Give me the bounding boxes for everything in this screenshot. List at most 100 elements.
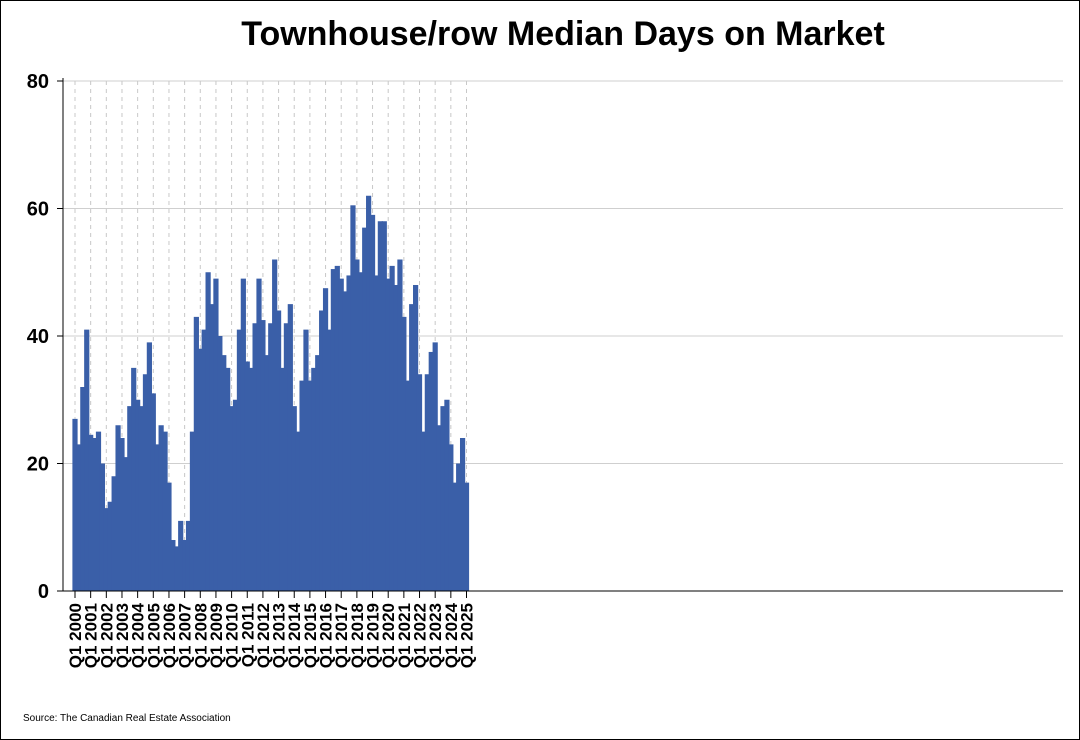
bar — [444, 399, 450, 591]
bar — [272, 259, 278, 591]
x-tick-label: Q1 2004 — [129, 602, 148, 668]
x-tick-label: Q1 2018 — [348, 603, 367, 668]
bar — [401, 316, 407, 591]
bar — [268, 323, 274, 591]
y-axis-ticks: 0 20 40 60 80 — [27, 71, 63, 603]
x-tick-label: Q1 2019 — [364, 603, 383, 668]
x-tick-label: Q1 2007 — [176, 603, 195, 668]
bar — [456, 463, 462, 591]
bar — [154, 444, 160, 591]
bar — [158, 425, 164, 591]
bar — [88, 434, 94, 591]
bar — [107, 501, 113, 591]
bar — [209, 304, 215, 591]
bar — [307, 380, 313, 591]
x-tick-label: Q1 2013 — [270, 603, 289, 668]
bar — [409, 304, 415, 591]
bar — [416, 374, 423, 591]
bar — [91, 438, 98, 591]
x-tick-label: Q1 2002 — [97, 603, 116, 668]
x-tick-label: Q1 2000 — [66, 603, 85, 668]
bar — [315, 355, 321, 591]
bar — [385, 278, 391, 591]
x-tick-label: Q1 2017 — [332, 603, 351, 668]
x-tick-label: Q1 2012 — [254, 603, 273, 668]
bar — [135, 399, 141, 591]
bar — [213, 278, 219, 591]
x-tick-label: Q1 2016 — [317, 603, 336, 668]
bar — [373, 275, 380, 591]
bar — [185, 520, 192, 591]
bar — [279, 367, 286, 591]
y-tick-label: 20 — [27, 454, 49, 476]
bar — [174, 546, 180, 591]
bar — [232, 399, 239, 591]
x-tick-label: Q1 2006 — [160, 603, 179, 668]
bar — [459, 438, 466, 591]
bar — [256, 278, 262, 591]
source-note: Source: The Canadian Real Estate Associa… — [23, 713, 231, 724]
bar — [389, 265, 395, 591]
bar — [334, 265, 340, 591]
bar — [319, 310, 325, 591]
x-tick-label: Q1 2023 — [426, 603, 445, 668]
bar — [428, 351, 434, 591]
bar — [84, 329, 90, 591]
bar — [170, 540, 176, 591]
bar — [225, 367, 231, 591]
x-tick-label: Q1 2005 — [144, 603, 163, 668]
bar — [99, 463, 106, 591]
bar — [252, 323, 258, 591]
x-tick-label: Q1 2010 — [223, 603, 242, 668]
bar — [432, 342, 438, 591]
bar — [162, 431, 168, 591]
bar — [381, 221, 387, 591]
x-tick-label: Q1 2008 — [191, 603, 210, 668]
bar — [291, 406, 297, 591]
bar-series — [72, 195, 470, 591]
bar — [76, 444, 82, 591]
y-tick-label: 80 — [27, 71, 49, 93]
bar — [377, 221, 383, 591]
x-tick-label: Q1 2022 — [411, 603, 430, 668]
bar — [350, 205, 356, 591]
axes — [62, 78, 1063, 592]
x-tick-label: Q1 2025 — [458, 603, 477, 668]
x-tick-label: Q1 2001 — [82, 603, 101, 668]
bar — [182, 540, 188, 591]
bar — [440, 406, 446, 591]
bar — [150, 393, 156, 591]
bar — [260, 320, 266, 591]
bar — [119, 438, 125, 591]
bar — [193, 316, 199, 591]
bar — [413, 285, 419, 591]
bar — [189, 431, 196, 591]
bar — [244, 361, 250, 591]
x-tick-label: Q1 2003 — [113, 603, 132, 668]
x-tick-label: Q1 2009 — [207, 603, 226, 668]
bar — [138, 406, 145, 591]
bar — [393, 285, 399, 591]
bar — [72, 418, 78, 591]
bar — [369, 214, 376, 591]
bar — [248, 367, 254, 591]
bar — [264, 355, 270, 591]
bar — [115, 425, 121, 591]
bar — [142, 374, 149, 591]
bar — [358, 272, 364, 591]
bar — [236, 329, 243, 591]
bar — [205, 272, 211, 591]
bar — [80, 387, 86, 591]
bar — [463, 482, 470, 591]
bar — [346, 275, 352, 591]
bar — [448, 444, 454, 591]
bar — [326, 329, 333, 591]
bar — [95, 431, 102, 591]
bar — [123, 457, 129, 591]
bar — [275, 310, 282, 591]
y-tick-label: 40 — [27, 326, 49, 348]
bar — [354, 259, 360, 591]
x-tick-label: Q1 2021 — [395, 603, 414, 668]
